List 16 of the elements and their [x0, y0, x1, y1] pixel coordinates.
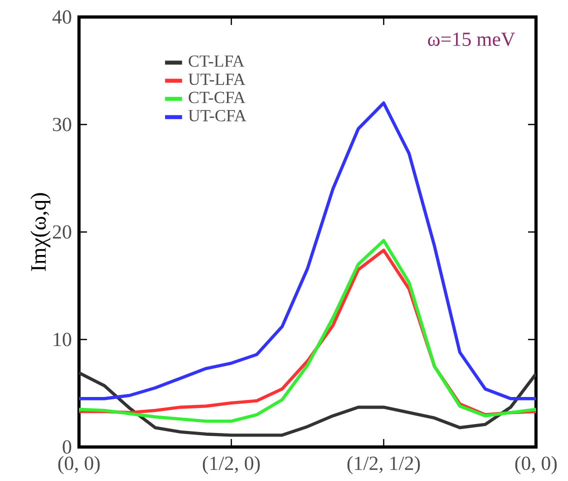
legend-label: CT-LFA	[188, 56, 244, 67]
legend-label: UT-CFA	[188, 110, 246, 122]
line-series	[79, 102, 536, 400]
annotation: ω=15 meV	[428, 32, 516, 46]
y-tick-label: 20	[52, 225, 72, 239]
x-tick-label: (0, 0)	[58, 456, 100, 474]
y-tick-label: 0	[62, 440, 72, 454]
y-tick-label: 40	[52, 10, 72, 24]
y-tick-label: 10	[54, 332, 72, 346]
legend-label: CT-CFA	[188, 92, 246, 104]
x-tick-label: (1/2, 1/2)	[347, 456, 420, 474]
legend-label: UT-LFA	[188, 74, 246, 86]
y-axis-title: Imχ(ω,q)	[30, 193, 50, 272]
x-tick-label: (1/2, 0)	[202, 456, 260, 474]
x-tick-label: (0, 0)	[515, 456, 557, 474]
y-tick-label: 30	[53, 118, 72, 132]
